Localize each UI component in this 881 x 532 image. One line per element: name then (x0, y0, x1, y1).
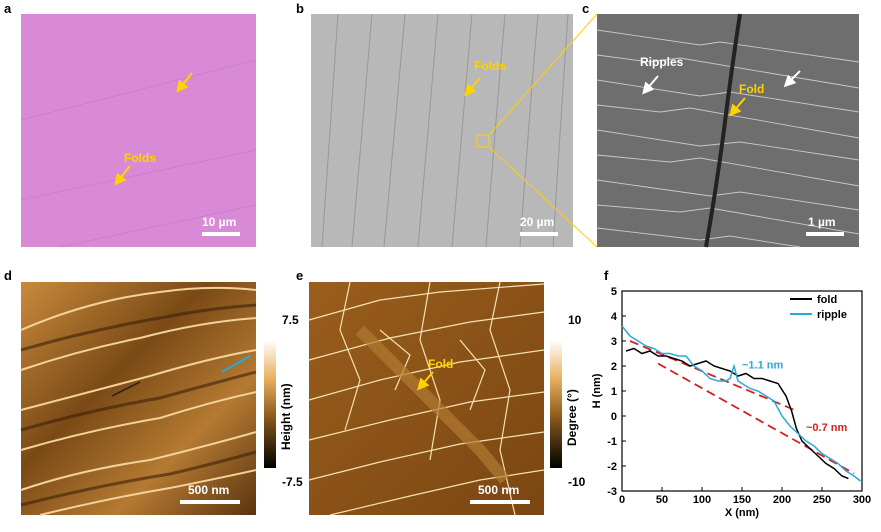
scale-bar-a (202, 232, 240, 236)
colorbar-phase (550, 340, 562, 468)
zoom-line-top (488, 13, 598, 136)
colorbar-e-min: -10 (568, 475, 586, 489)
fold-label-c: Fold (739, 82, 764, 96)
y-tick-label: 2 (611, 361, 617, 373)
y-tick-label: 3 (611, 336, 617, 348)
colorbar-e-title: Degree (°) (565, 389, 579, 446)
y-tick-label: 4 (611, 311, 618, 323)
colorbar-d-max: 7.5 (282, 313, 299, 327)
sem-zoom (597, 14, 859, 247)
sem-overview (311, 14, 573, 247)
x-tick-label: 0 (619, 494, 625, 506)
zoom-line-bottom (488, 146, 598, 248)
series-ripple-line (621, 325, 861, 482)
fold-label-b: Folds (474, 59, 506, 73)
x-tick-label: 300 (853, 494, 871, 506)
fold-lines-a (20, 59, 257, 248)
terrace-ridges-d (20, 286, 257, 516)
fold-arrow-a2 (114, 165, 131, 186)
y-axis-label: H (nm) (591, 373, 603, 408)
scale-text-d: 500 nm (188, 483, 229, 497)
fold-label-e: Fold (428, 357, 453, 371)
panel-label-f: f (604, 268, 609, 283)
y-tick-label: -3 (607, 486, 617, 498)
annotation-label: ~1.1 nm (742, 360, 783, 372)
plot-frame (621, 290, 863, 492)
scale-text-c: 1 µm (808, 215, 836, 229)
optical-micrograph (21, 14, 256, 247)
y-tick-label: -2 (607, 461, 617, 473)
x-tick-label: 250 (813, 494, 831, 506)
x-tick-label: 50 (656, 494, 668, 506)
fit-dashed-line (629, 340, 795, 411)
panel-label-c: c (582, 1, 589, 16)
y-tick-label: 1 (611, 386, 617, 398)
y-tick-label: 5 (611, 286, 617, 298)
scale-text-e: 500 nm (478, 483, 519, 497)
ripples-label: Ripples (640, 55, 684, 69)
series-fold-line (625, 347, 849, 480)
scale-bar-d (180, 500, 240, 504)
scale-text-b: 20 µm (520, 215, 554, 229)
colorbar-height (264, 340, 276, 468)
panel-label-a: a (4, 1, 12, 16)
ripple-arrow-2 (783, 70, 801, 88)
fold-arrow-a1 (176, 72, 193, 93)
panel-label-e: e (296, 268, 303, 283)
ripple-profile-line (221, 355, 251, 373)
x-tick-label: 200 (773, 494, 791, 506)
scale-text-a: 10 µm (202, 215, 236, 229)
fit-dashed-line (657, 362, 855, 475)
scale-bar-e (470, 500, 530, 504)
fold-line-c (704, 13, 742, 248)
y-tick-label: -1 (607, 436, 617, 448)
scale-bar-b (520, 232, 558, 236)
fold-arrow-c (729, 97, 746, 117)
scale-bar-c (806, 232, 844, 236)
fold-band-e (355, 325, 510, 484)
ripple-lines-c (596, 29, 860, 248)
fold-arrow-b (464, 77, 481, 97)
fold-lines-b (321, 13, 569, 248)
fold-label-a: Folds (124, 151, 156, 165)
fold-arrow-e (417, 371, 434, 391)
height-profile-chart: 0 50 100 150 200 250 300 -3 -2 -1 0 1 2 3 4 5 X (nm) H (n… (591, 286, 871, 519)
panel-label-b: b (296, 1, 304, 16)
colorbar-e-max: 10 (568, 313, 582, 327)
x-tick-label: 150 (733, 494, 751, 506)
annotation-label: ~0.7 nm (806, 422, 847, 434)
colorbar-d-min: -7.5 (282, 475, 303, 489)
fold-profile-line (111, 381, 141, 397)
panel-label-d: d (4, 268, 12, 283)
x-tick-label: 100 (693, 494, 711, 506)
y-tick-label: 0 (611, 411, 617, 423)
colorbar-d-title: Height (nm) (279, 383, 293, 450)
ripple-arrow-1 (642, 75, 659, 95)
legend-label-fold: fold (817, 294, 837, 306)
zoom-box (476, 134, 490, 148)
legend-label-ripple: ripple (817, 309, 847, 321)
x-axis-label: X (nm) (725, 507, 760, 519)
